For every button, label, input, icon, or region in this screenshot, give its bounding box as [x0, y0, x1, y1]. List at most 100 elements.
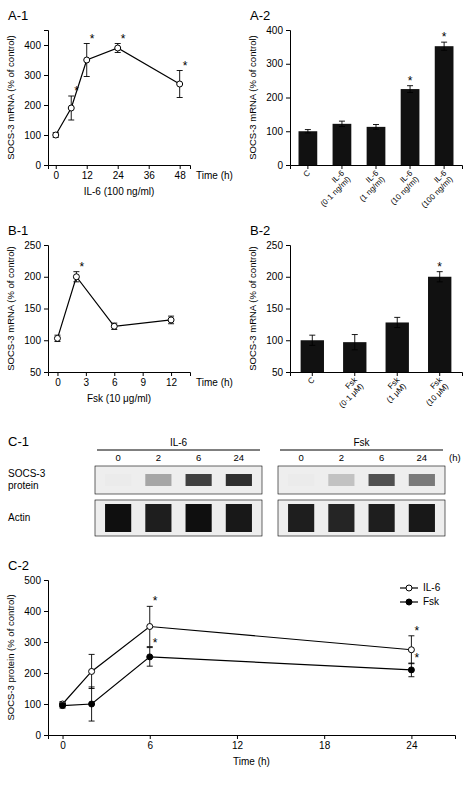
- tick-label: 6: [112, 377, 118, 388]
- tick: 50: [30, 367, 48, 378]
- figure: 0122436480100200300400SOCS-3 mRNA (% of …: [0, 0, 474, 785]
- tick-label: 200: [266, 271, 283, 282]
- bar: [386, 322, 409, 372]
- tick-label: 24: [406, 740, 418, 751]
- tick: 36: [144, 165, 156, 181]
- tick-label: 250: [24, 240, 41, 251]
- blot-band: [145, 504, 171, 532]
- error-bar: [68, 96, 74, 120]
- blot-band: [369, 474, 395, 486]
- tick-mark: [286, 98, 290, 99]
- tick: 12: [232, 735, 244, 751]
- tick-mark: [44, 735, 48, 736]
- tick-mark: [286, 64, 290, 65]
- blot-band: [186, 474, 212, 486]
- lane-label: 2: [156, 452, 161, 463]
- legend-swatch: [406, 585, 412, 591]
- tick-mark: [439, 372, 440, 376]
- y-axis-title: SOCS-3 mRNA (% of control): [247, 246, 258, 371]
- tick-mark: [180, 165, 181, 169]
- row-label: SOCS-3protein: [8, 468, 46, 491]
- tick-mark: [118, 165, 119, 169]
- tick-label: IL-6(10 ng/ml): [382, 168, 420, 206]
- data-point: [89, 701, 95, 707]
- data-point: [115, 45, 121, 51]
- data-point: [177, 81, 183, 87]
- panel-title: A-2: [250, 8, 270, 23]
- tick-label: 48: [175, 170, 187, 181]
- tick-label: 9: [140, 377, 146, 388]
- axis-line: [44, 246, 49, 373]
- tick-mark: [143, 372, 144, 376]
- axis-line: [291, 166, 463, 170]
- tick-mark: [86, 372, 87, 376]
- tick-mark: [44, 277, 48, 278]
- significance-star: *: [437, 260, 442, 274]
- axis-line: [49, 373, 191, 377]
- error-bar: [309, 335, 315, 345]
- tick-label: IL-6(0·1 ng/ml): [312, 168, 352, 208]
- tick-label: 0: [35, 730, 41, 741]
- data-point: [89, 668, 95, 674]
- tick-mark: [57, 372, 58, 376]
- tick-mark: [286, 131, 290, 132]
- y-axis: 0100200300400: [24, 31, 48, 171]
- tick-label: 0: [60, 740, 66, 751]
- tick-label: 0: [53, 170, 59, 181]
- tick-label: 3: [84, 377, 90, 388]
- tick: IL-6(10 ng/ml): [382, 165, 420, 207]
- tick-mark: [444, 165, 445, 169]
- tick-mark: [312, 372, 313, 376]
- lane-unit: (h): [449, 452, 461, 463]
- tick: 100: [24, 699, 48, 710]
- tick-label: 50: [272, 367, 284, 378]
- tick-label: 36: [144, 170, 156, 181]
- blot-band: [105, 474, 131, 486]
- tick-mark: [44, 642, 48, 643]
- significance-star: *: [183, 59, 188, 73]
- error-bar: [60, 703, 66, 708]
- tick: IL-6(100 ng/ml): [413, 165, 455, 210]
- blot-band: [145, 474, 171, 486]
- tick-label: Fsk(0·1 μM): [331, 375, 366, 410]
- tick: 48: [175, 165, 187, 181]
- tick-label: C: [302, 168, 313, 179]
- tick: 500: [24, 575, 48, 586]
- tick: 100: [24, 130, 48, 141]
- error-bar: [53, 133, 59, 138]
- tick-mark: [44, 673, 48, 674]
- tick: 100: [24, 335, 48, 346]
- tick: Fsk(0·1 μM): [331, 372, 366, 410]
- tick-mark: [44, 580, 48, 581]
- tick-mark: [44, 45, 48, 46]
- tick: IL-6(1 ng/ml): [352, 165, 387, 203]
- error-bar: [168, 316, 174, 324]
- tick: 300: [24, 70, 48, 81]
- tick-label: 500: [24, 575, 41, 586]
- tick-mark: [324, 735, 325, 739]
- tick-mark: [44, 309, 48, 310]
- tick-mark: [286, 372, 290, 373]
- tick-label: 18: [319, 740, 331, 751]
- lane-label: 0: [298, 452, 303, 463]
- significance-star: *: [442, 30, 447, 44]
- tick-label: 100: [24, 335, 41, 346]
- tick-mark: [286, 30, 290, 31]
- tick-label: Fsk(1 μM): [379, 375, 409, 405]
- blot-band: [409, 474, 435, 486]
- tick: 0: [35, 160, 48, 171]
- data-line: [57, 277, 171, 339]
- data-point: [147, 654, 153, 660]
- group-line: [280, 450, 443, 451]
- tick-mark: [44, 75, 48, 76]
- tick: 0: [60, 735, 66, 751]
- y-axis-title: SOCS-3 protein (% of control): [5, 594, 16, 720]
- tick-mark: [286, 245, 290, 246]
- tick-mark: [286, 277, 290, 278]
- data-line: [63, 657, 412, 706]
- tick: 250: [24, 240, 48, 251]
- tick: 150: [24, 303, 48, 314]
- blot-band: [328, 504, 354, 532]
- significance-star: *: [153, 594, 158, 608]
- x-axis: CFsk(0·1 μM)Fsk(1 μM)Fsk(10 μM): [291, 372, 463, 410]
